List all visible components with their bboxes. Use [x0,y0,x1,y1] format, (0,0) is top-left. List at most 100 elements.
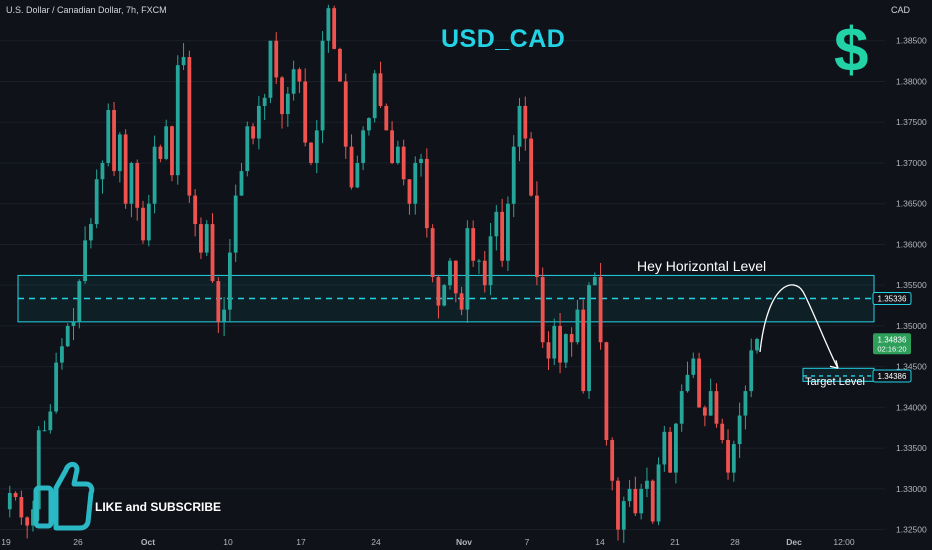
candle-body [309,142,313,163]
candle-body [488,236,493,286]
candles-layer [7,4,759,543]
candle-body [517,105,522,147]
candle-body [222,309,227,322]
y-tick-label: 1.33000 [896,484,927,494]
candle-body [65,325,70,347]
candle-body [228,252,232,310]
y-tick-label: 1.37500 [896,117,927,127]
candle-body [170,126,174,176]
candle-body [459,293,464,310]
horizontal-level-label: Hey Horizontal Level [637,258,767,274]
candle-body [112,110,116,172]
candle-body [262,97,267,106]
candle-body [720,423,725,440]
y-tick-label: 1.34000 [896,402,927,412]
candle-body [511,146,516,204]
candle-body [384,105,389,131]
candle-body [575,309,580,343]
x-tick-label: 19 [1,537,11,547]
y-tick-label: 1.36500 [896,199,927,209]
candle-body [361,130,366,163]
candle-body [175,65,180,176]
projection-layer [759,284,839,369]
projection-arrowhead [829,360,839,369]
candle-body [674,423,678,473]
candle-body [268,40,273,98]
candle-body [755,338,759,351]
target-price-tag-bg [872,369,912,383]
candle-body [390,130,394,163]
candle-body [158,146,163,159]
candle-body [88,224,93,241]
candle-body [627,488,632,502]
x-tick-label: Oct [141,537,155,547]
thumbs-up-icon [33,461,95,531]
candle-body [668,431,673,473]
candle-body [216,281,221,322]
candle-body [199,224,203,253]
candle-body [343,81,348,147]
x-tick-label: 7 [525,537,530,547]
candle-body [141,207,145,241]
candle-body [7,492,12,510]
candle-body [471,228,476,261]
candle-body [332,8,337,49]
current-price-tag-bg [873,333,911,355]
candle-body [540,277,545,343]
candle-body [54,362,59,412]
target-price-tag: 1.34386 [878,372,907,381]
candle-body [285,93,290,115]
candle-body [372,73,377,119]
candle-body [650,480,655,522]
candle-body [697,358,701,408]
time-axis[interactable]: 19 26 Oct 10 17 24 Nov 7 14 21 28 Dec 12:00 [1,537,855,547]
candle-body [129,162,134,204]
candle-body [256,105,261,139]
candle-body [726,440,730,473]
candle-body [106,110,111,163]
x-tick-label: 10 [223,537,233,547]
candle-body [60,346,64,363]
candle-body [430,228,435,278]
candle-body [685,374,690,392]
thumb-hand [53,461,95,531]
candle-body [13,492,18,498]
candle-body [737,415,742,445]
candle-body [239,171,244,196]
candle-body [529,138,533,196]
candle-body [274,40,279,78]
symbol-header: U.S. Dollar / Canadian Dollar, 7h, FXCM [6,5,167,15]
candle-body [506,203,510,261]
candle-body [413,162,418,204]
candle-body [326,8,331,41]
y-tick-label: 1.36000 [896,239,927,249]
candle-body [500,211,505,261]
y-tick-label: 1.38500 [896,36,927,46]
price-axis[interactable]: 1.32500 1.33000 1.33500 1.34000 1.34500 1.350… [896,36,927,535]
candle-body [395,146,400,163]
candle-body [604,342,609,440]
candle-body [714,391,719,424]
candle-body [465,228,470,310]
candle-body [592,277,597,286]
candle-body [633,488,638,514]
candle-body [245,126,250,172]
candle-body [743,391,748,416]
candle-body [193,195,198,225]
current-price-tag-countdown: 02:16:20 [877,344,906,353]
chart-title: USD_CAD [441,25,566,53]
candle-body [494,211,499,237]
candle-body [83,240,87,282]
candle-body [71,321,76,326]
candle-body [523,105,528,139]
y-tick-label: 1.32500 [896,525,927,535]
candle-body [482,260,487,286]
currency-label: CAD [890,5,910,15]
candle-body [181,57,186,66]
candle-body [135,162,140,208]
candle-body [610,440,615,481]
candle-body [204,224,209,253]
candle-body [749,350,754,392]
candle-body [314,130,319,163]
